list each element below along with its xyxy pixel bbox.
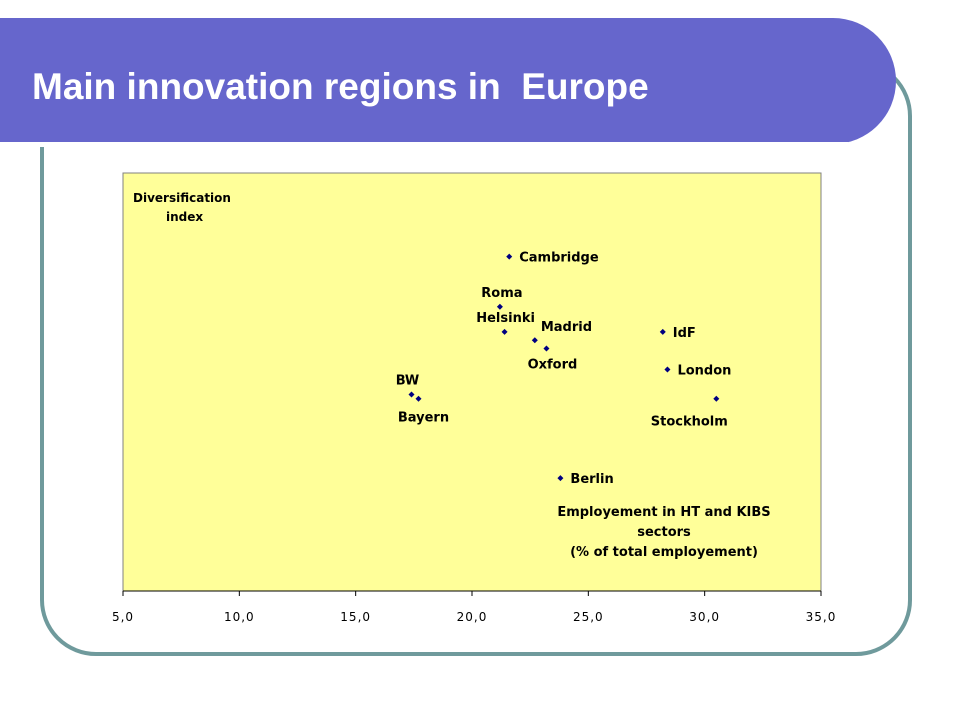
point-stockholm: [713, 395, 720, 402]
point-label-bayern: Bayern: [398, 411, 449, 426]
point-label-london: London: [677, 363, 731, 378]
point-helsinki: [501, 328, 508, 335]
point-label-madrid: Madrid: [541, 320, 592, 335]
x-axis-label-line-3: (% of total employement): [570, 545, 758, 560]
point-label-berlin: Berlin: [570, 472, 613, 487]
title-banner: Main innovation regions in Europe: [0, 18, 896, 147]
point-idf: [659, 328, 666, 335]
point-label-roma: Roma: [481, 286, 522, 301]
point-madrid: [531, 337, 538, 344]
point-oxford: [543, 345, 550, 352]
x-axis-label-line-2: sectors: [637, 525, 691, 540]
x-tick-label: 35,0: [806, 610, 837, 624]
y-axis-label-line-1: Diversification: [133, 191, 231, 205]
y-axis-label-line-2: index: [166, 210, 203, 224]
x-tick-label: 25,0: [573, 610, 604, 624]
x-tick-label: 15,0: [340, 610, 371, 624]
point-label-helsinki: Helsinki: [476, 311, 535, 326]
point-label-oxford: Oxford: [528, 358, 578, 373]
point-berlin: [557, 475, 564, 482]
x-tick-label: 30,0: [689, 610, 720, 624]
point-cambridge: [506, 253, 513, 260]
x-tick-label: 20,0: [457, 610, 488, 624]
title-underline: [0, 142, 848, 147]
point-roma: [496, 303, 503, 310]
x-tick-label: 10,0: [224, 610, 255, 624]
plot-area: [122, 172, 822, 592]
x-axis-label-line-1: Employement in HT and KIBS: [557, 505, 770, 520]
point-label-cambridge: Cambridge: [519, 251, 599, 266]
point-label-idf: IdF: [673, 326, 696, 341]
slide-title: Main innovation regions in Europe: [32, 66, 649, 107]
point-london: [664, 366, 671, 373]
point-bayern: [415, 395, 422, 402]
point-label-bw: BW: [396, 374, 420, 389]
point-bw: [408, 391, 415, 398]
point-label-stockholm: Stockholm: [651, 415, 728, 430]
x-tick-label: 5,0: [112, 610, 134, 624]
